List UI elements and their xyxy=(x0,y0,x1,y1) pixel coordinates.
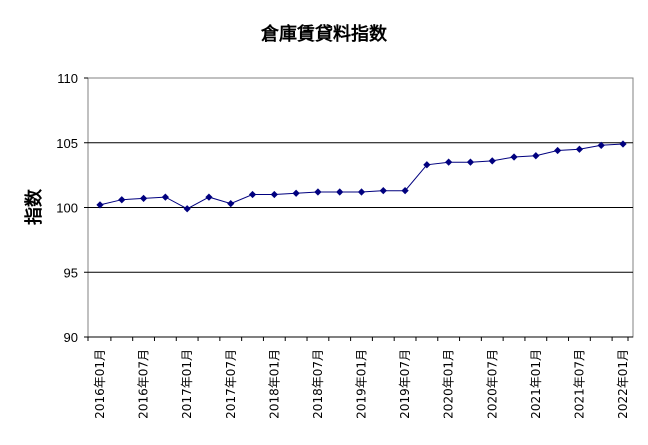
data-point xyxy=(466,158,475,166)
x-tick-label: 2017年07月 xyxy=(224,349,238,419)
y-tick-label: 100 xyxy=(56,201,78,216)
x-tick-label: 2017年01月 xyxy=(180,349,194,419)
data-point xyxy=(423,161,431,169)
data-point xyxy=(205,193,213,201)
data-point xyxy=(379,187,387,195)
data-point xyxy=(227,199,235,208)
data-point xyxy=(96,201,104,209)
x-tick-label: 2016年07月 xyxy=(137,349,151,419)
x-tick-label: 2018年01月 xyxy=(267,349,281,419)
data-point xyxy=(183,205,191,213)
data-point xyxy=(292,189,300,197)
data-point xyxy=(139,194,148,203)
x-tick-label: 2022年01月 xyxy=(616,349,630,419)
data-point xyxy=(554,146,562,155)
chart-title: 倉庫賃貸料指数 xyxy=(260,23,388,45)
data-point xyxy=(532,152,540,160)
data-point xyxy=(248,190,257,199)
y-tick-label: 90 xyxy=(64,330,78,345)
data-point xyxy=(445,158,453,166)
data-point xyxy=(314,188,322,196)
x-tick-label: 2019年01月 xyxy=(355,349,369,419)
data-point xyxy=(336,188,344,196)
data-point xyxy=(488,157,496,165)
data-point xyxy=(161,193,169,201)
x-tick-label: 2016年01月 xyxy=(93,349,107,419)
data-point xyxy=(619,140,627,148)
data-point xyxy=(401,187,409,195)
x-tick-label: 2018年07月 xyxy=(311,349,325,419)
y-tick-label: 95 xyxy=(64,265,78,280)
data-point xyxy=(270,190,278,199)
y-tick-label: 110 xyxy=(57,71,78,86)
x-tick-label: 2021年01月 xyxy=(529,349,543,419)
data-point xyxy=(597,141,605,149)
x-tick-label: 2019年07月 xyxy=(398,349,412,419)
data-point xyxy=(510,153,518,161)
data-point xyxy=(357,188,366,196)
x-tick-label: 2021年07月 xyxy=(572,349,586,419)
plot-area: 90 95 100 105 110 2016年01月 2016年07月 2017年01月 201… xyxy=(56,71,634,419)
x-tick-label: 2020年01月 xyxy=(442,349,456,419)
y-tick-label: 105 xyxy=(56,136,78,151)
y-axis-label: 指数 xyxy=(23,188,45,225)
data-point xyxy=(118,196,126,204)
x-tick-label: 2020年07月 xyxy=(485,349,499,419)
data-point xyxy=(575,145,584,153)
